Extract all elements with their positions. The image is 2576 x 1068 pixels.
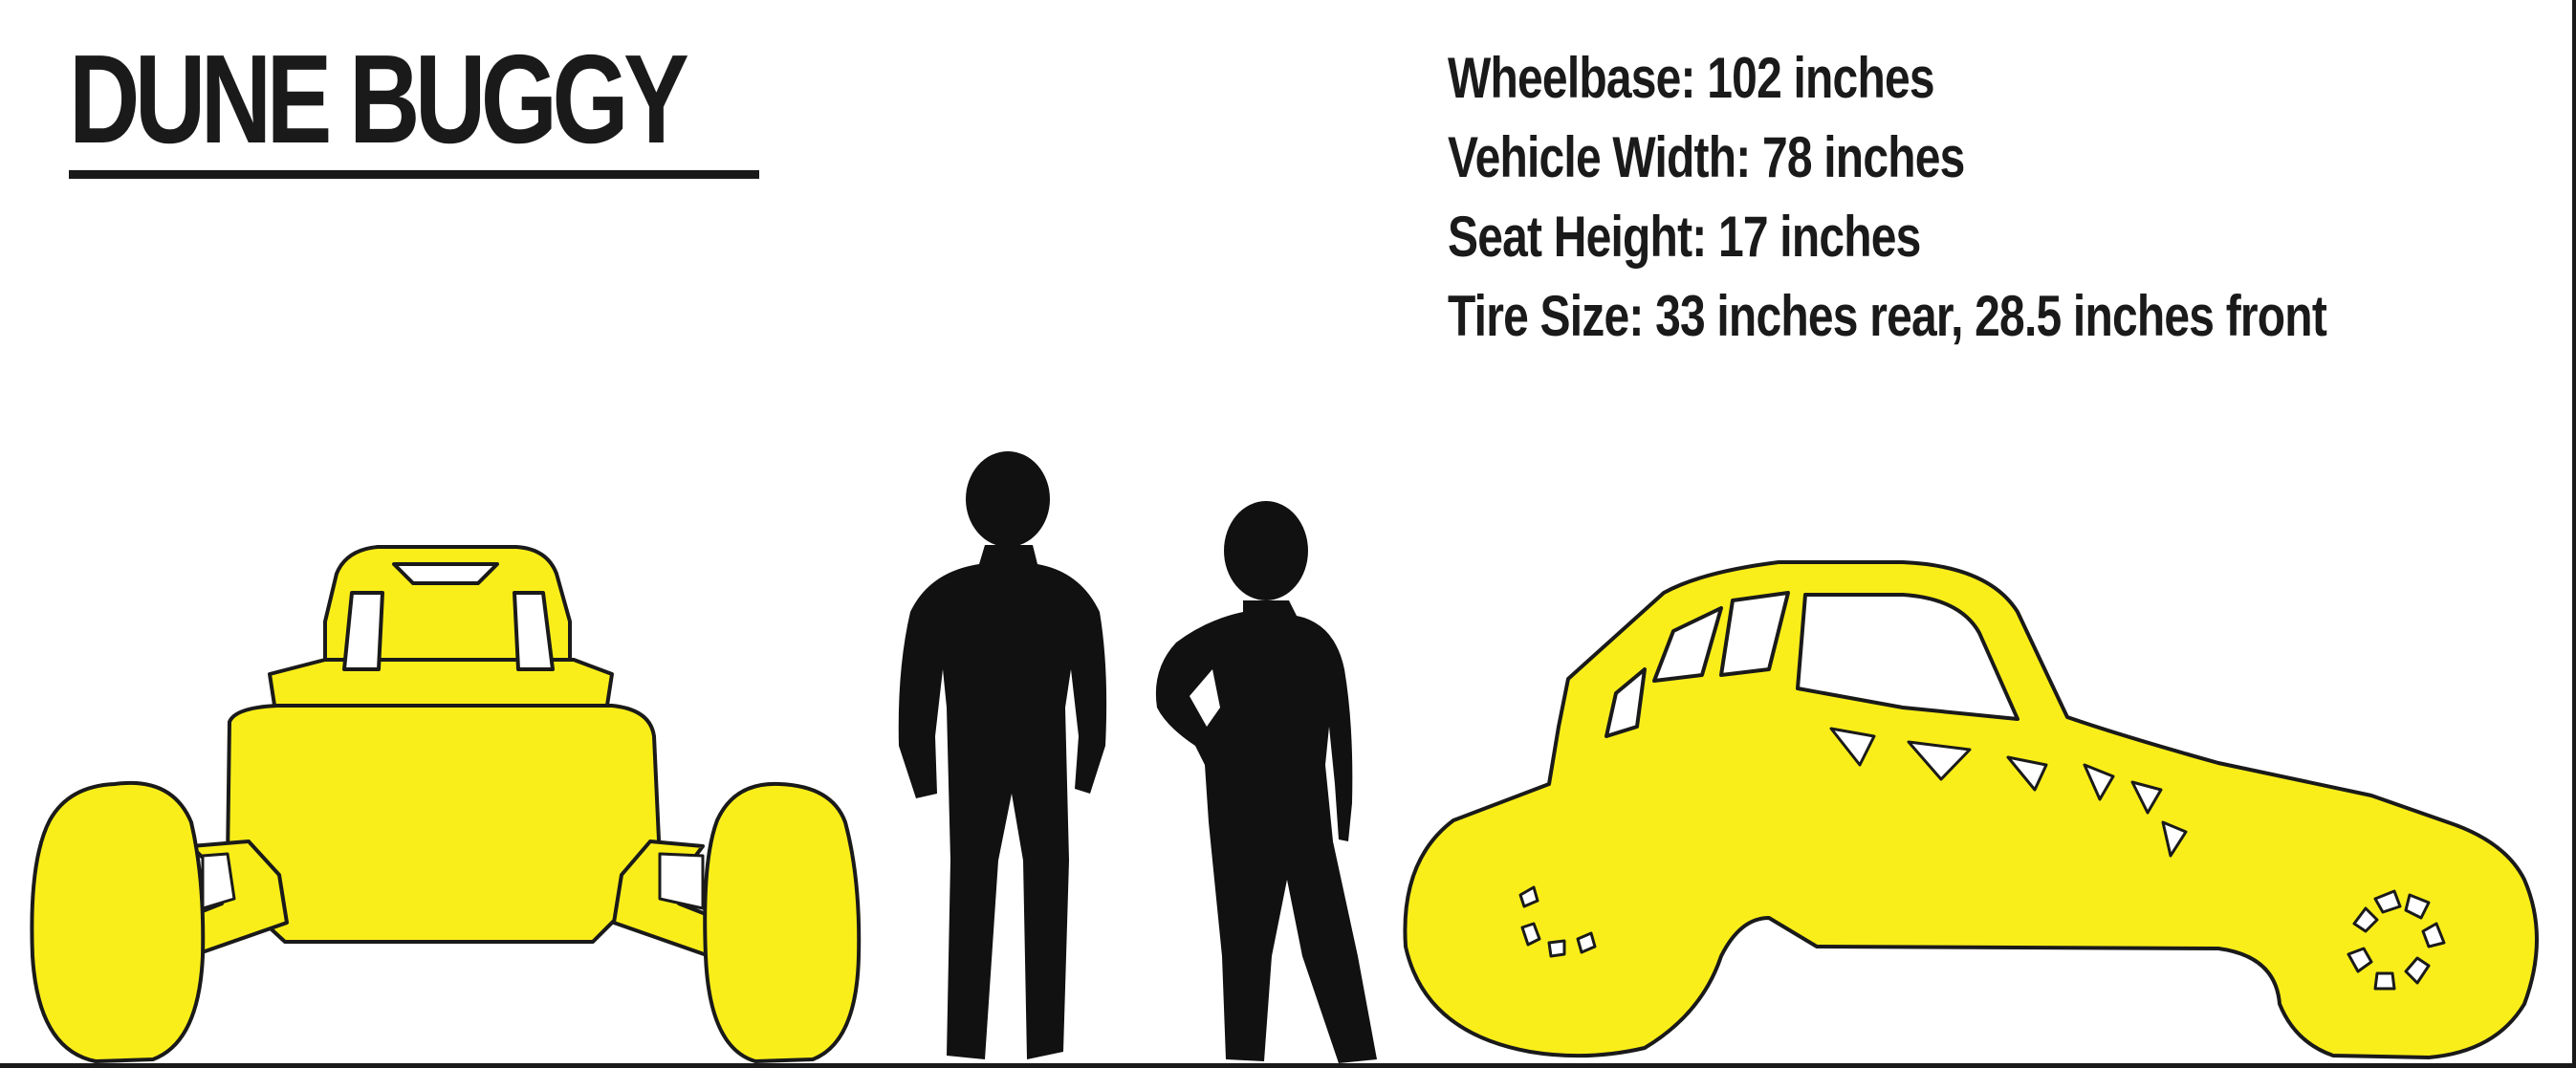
spec-vehicle-width: Vehicle Width: 78 inches [1448,125,1965,189]
front-view-cage-window-top [392,562,499,585]
side-view-truss-6 [2161,820,2188,858]
front-view-tire-left [30,780,206,1063]
child-silhouette-2 [1155,501,1377,1063]
front-view-gap-right [658,852,705,910]
front-view-body [225,704,662,944]
side-view-window-large [1796,593,2019,721]
spec-tire-size: Tire Size: 33 inches rear, 28.5 inches f… [1448,284,2327,348]
side-view-truss-5 [2130,780,2163,815]
buggy-side-view [1403,560,2539,1059]
side-view-body [1403,560,2539,1059]
side-view-rear-wheel-spokes [2347,889,2446,991]
side-view-truss-3 [2006,755,2048,792]
side-view-window-slot-3 [1605,667,1647,738]
frame-border-right [2572,0,2576,1068]
front-view-cage-window-right [513,591,555,671]
side-view-truss-4 [2083,763,2115,801]
child-silhouette-1 [898,451,1107,1059]
page-title: DUNE BUGGY [69,29,689,169]
front-view-cage-window-left [342,591,384,671]
title-underline [69,170,759,179]
spec-list: Wheelbase: 102 inches Vehicle Width: 78 … [1448,38,2546,356]
side-view-truss-2 [1907,740,1972,781]
ground-line [0,1063,2576,1068]
side-view-truss-1 [1829,727,1876,767]
side-view-window-slot-2 [1652,606,1723,683]
side-view-front-wheel-marks [1518,885,1597,958]
front-view-tire-right [703,781,862,1063]
spec-seat-height: Seat Height: 17 inches [1448,205,1921,269]
spec-wheelbase: Wheelbase: 102 inches [1448,46,1935,110]
buggy-front-view [30,545,862,1063]
side-view-window-slot-1 [1719,591,1790,677]
front-view-roll-cage [323,545,572,671]
front-view-gap-left [201,852,236,910]
